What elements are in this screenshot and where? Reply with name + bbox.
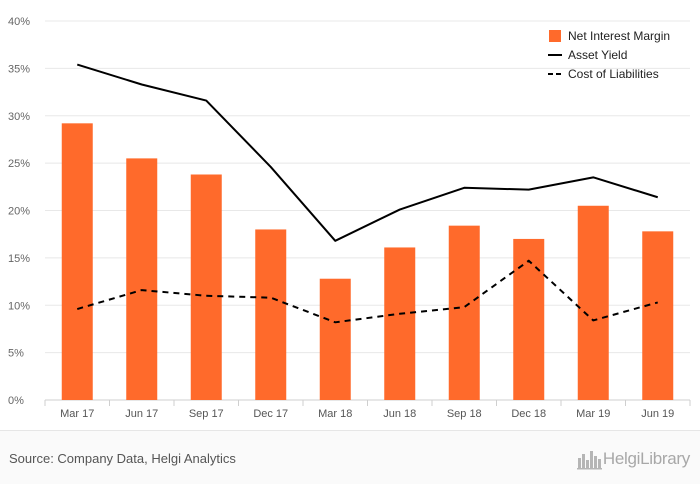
bar <box>255 229 287 400</box>
x-tick-label: Sep 17 <box>189 408 224 420</box>
legend-label: Net Interest Margin <box>568 29 670 43</box>
x-tick-label: Mar 18 <box>318 408 352 420</box>
chart: 0% 5% 10% 15% 20% 25% 30% 35% 40% Mar 17 Jun 17 Se… <box>8 16 691 420</box>
y-axis: 0% 5% 10% 15% 20% 25% 30% 35% 40% <box>8 16 30 407</box>
asset-yield-line <box>76 63 659 242</box>
bar <box>190 174 222 400</box>
y-tick-label: 25% <box>8 158 30 170</box>
bar <box>577 205 609 400</box>
bar <box>126 158 158 400</box>
y-tick-label: 10% <box>8 300 30 312</box>
y-tick-label: 5% <box>8 348 24 360</box>
bar <box>513 238 545 400</box>
x-tick-label: Dec 17 <box>253 408 288 420</box>
y-tick-label: 20% <box>8 206 30 218</box>
bar <box>448 225 480 400</box>
x-tick-label: Mar 17 <box>60 408 94 420</box>
legend-label: Cost of Liabilities <box>568 67 659 81</box>
x-tick-label: Jun 17 <box>125 408 158 420</box>
y-tick-label: 30% <box>8 111 30 123</box>
footer: Source: Company Data, Helgi Analytics He… <box>0 430 700 484</box>
y-tick-label: 15% <box>8 253 30 265</box>
x-tick-label: Jun 19 <box>641 408 674 420</box>
bar-series <box>61 123 674 400</box>
x-tick-label: Dec 18 <box>511 408 546 420</box>
y-tick-label: 40% <box>8 16 30 28</box>
bar <box>319 278 351 400</box>
legend-swatch <box>549 30 561 42</box>
line-series <box>76 63 659 324</box>
helgilibrary-logo: HelgiLibrary <box>576 447 690 471</box>
x-axis: Mar 17 Jun 17 Sep 17 Dec 17 Mar 18 Jun 18 Sep … <box>44 400 691 420</box>
source-note: Source: Company Data, Helgi Analytics <box>9 451 236 466</box>
legend: Net Interest Margin Asset Yield Cost of Li… <box>548 29 670 81</box>
bar <box>384 247 416 400</box>
x-tick-label: Sep 18 <box>447 408 482 420</box>
x-tick-label: Mar 19 <box>576 408 610 420</box>
city-skyline-icon <box>576 451 602 470</box>
y-tick-label: 0% <box>8 395 24 407</box>
legend-label: Asset Yield <box>568 48 627 62</box>
cost-of-liabilities-line <box>76 259 659 324</box>
x-tick-label: Jun 18 <box>383 408 416 420</box>
logo-text: HelgiLibrary <box>602 449 690 468</box>
bar <box>642 231 674 400</box>
bar <box>61 123 93 400</box>
y-tick-label: 35% <box>8 63 30 75</box>
